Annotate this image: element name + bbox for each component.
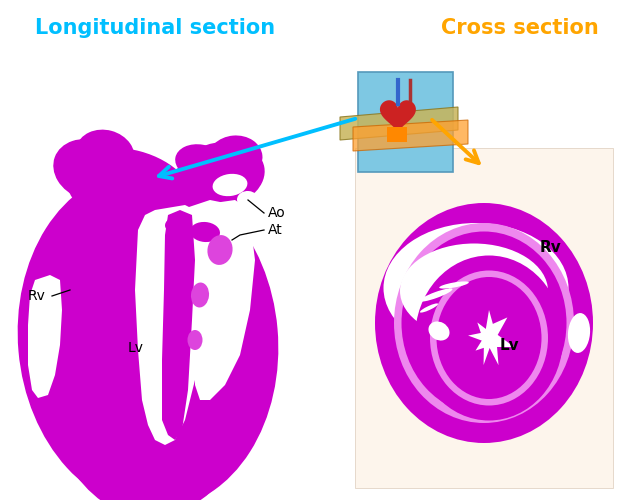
Ellipse shape [190,222,220,242]
Text: Lv: Lv [128,341,144,355]
Polygon shape [180,200,255,400]
Ellipse shape [165,218,185,232]
Text: Cross section: Cross section [441,18,599,38]
Text: Longitudinal section: Longitudinal section [35,18,275,38]
Ellipse shape [75,130,135,180]
Text: Rv: Rv [540,240,562,256]
Text: Ao: Ao [268,206,286,220]
Ellipse shape [384,223,569,353]
Ellipse shape [188,330,202,350]
Ellipse shape [437,277,541,399]
Polygon shape [28,275,62,398]
Polygon shape [162,210,195,440]
Ellipse shape [400,244,548,338]
Ellipse shape [420,304,438,312]
Text: Lv: Lv [500,338,520,352]
Ellipse shape [415,256,563,420]
Ellipse shape [54,139,126,201]
Ellipse shape [401,232,566,414]
FancyBboxPatch shape [355,148,613,488]
Ellipse shape [429,322,450,340]
Polygon shape [148,200,255,252]
FancyBboxPatch shape [386,127,406,142]
Text: At: At [268,223,283,237]
Ellipse shape [394,223,574,423]
FancyBboxPatch shape [358,72,453,172]
Ellipse shape [212,174,247,196]
Ellipse shape [191,282,209,308]
Polygon shape [353,120,468,151]
Polygon shape [380,100,416,134]
Ellipse shape [207,136,262,180]
Ellipse shape [430,270,548,406]
Ellipse shape [375,203,593,443]
Polygon shape [135,205,210,445]
Polygon shape [468,310,515,365]
Ellipse shape [419,288,452,302]
Ellipse shape [207,235,232,265]
Ellipse shape [175,144,225,180]
Ellipse shape [17,170,278,500]
Ellipse shape [237,191,259,209]
Ellipse shape [175,142,265,208]
Text: Rv: Rv [28,289,46,303]
Polygon shape [340,107,458,140]
Ellipse shape [439,282,468,288]
Ellipse shape [40,172,270,500]
Ellipse shape [67,148,194,232]
Ellipse shape [568,313,590,353]
